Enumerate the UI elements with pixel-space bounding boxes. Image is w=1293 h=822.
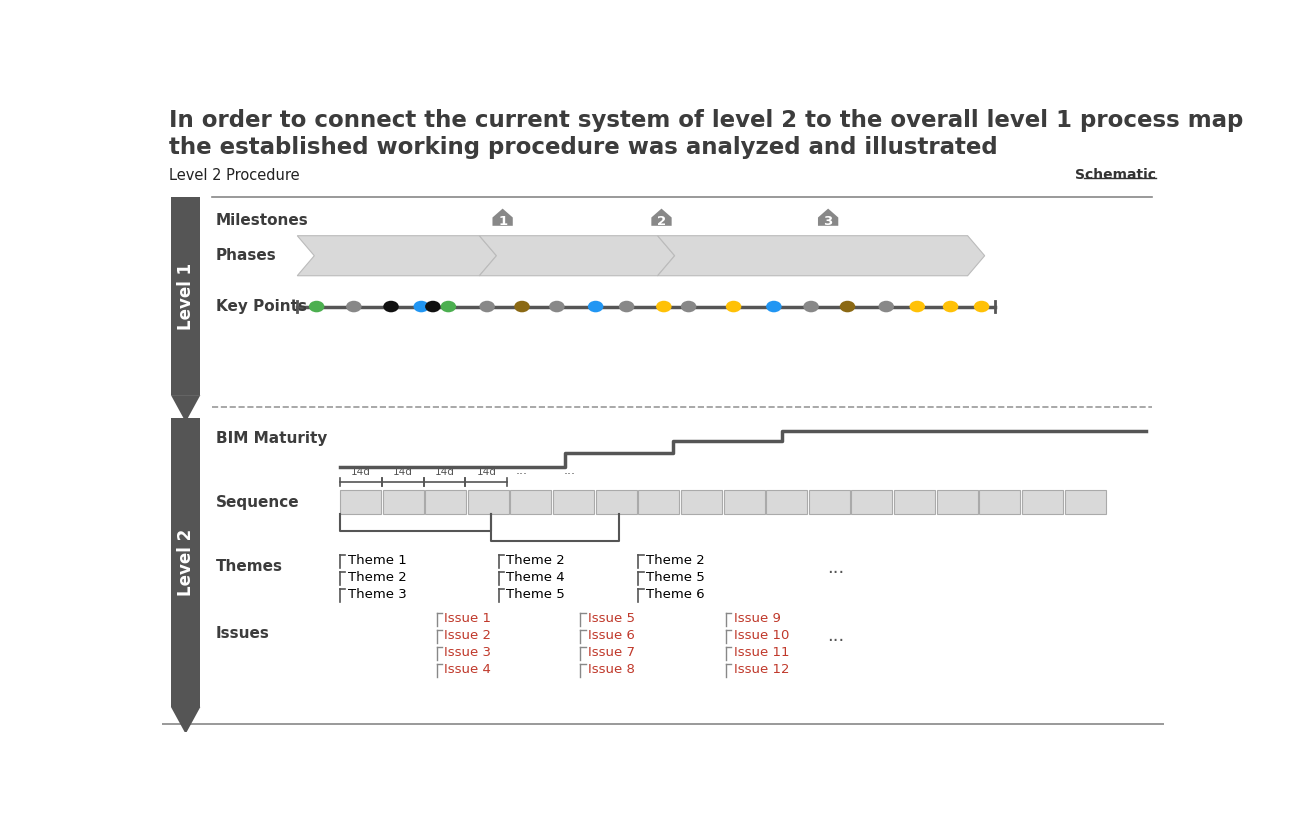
Text: Level 2: Level 2 xyxy=(177,529,195,596)
Text: Schematic: Schematic xyxy=(1074,168,1156,182)
Bar xyxy=(724,490,764,515)
Polygon shape xyxy=(817,207,839,227)
Polygon shape xyxy=(297,236,497,275)
Text: 14d: 14d xyxy=(350,467,371,477)
Text: Issue 10: Issue 10 xyxy=(733,629,789,642)
Ellipse shape xyxy=(309,301,325,312)
Bar xyxy=(681,490,721,515)
Text: the established working procedure was analyzed and illustrated: the established working procedure was an… xyxy=(169,136,998,159)
Text: ...: ... xyxy=(828,627,844,645)
Text: BIM Maturity: BIM Maturity xyxy=(216,432,327,446)
Text: 2: 2 xyxy=(657,215,666,229)
Ellipse shape xyxy=(839,301,855,312)
Bar xyxy=(171,197,200,395)
Ellipse shape xyxy=(414,301,429,312)
Bar xyxy=(511,490,551,515)
Bar xyxy=(1021,490,1063,515)
Text: 3: 3 xyxy=(824,215,833,229)
Bar xyxy=(553,490,593,515)
Text: 14d: 14d xyxy=(476,467,497,477)
Text: Issue 12: Issue 12 xyxy=(733,663,789,676)
Text: Issue 1: Issue 1 xyxy=(445,612,491,626)
Bar xyxy=(383,490,424,515)
Text: Key Points: Key Points xyxy=(216,299,306,314)
Text: Issues: Issues xyxy=(216,626,270,641)
Ellipse shape xyxy=(878,301,893,312)
Bar xyxy=(596,490,636,515)
Ellipse shape xyxy=(767,301,782,312)
Text: ...: ... xyxy=(564,464,575,477)
Ellipse shape xyxy=(383,301,398,312)
Ellipse shape xyxy=(681,301,697,312)
Ellipse shape xyxy=(656,301,671,312)
Text: ...: ... xyxy=(515,464,528,477)
Bar xyxy=(851,490,892,515)
Text: Level 1: Level 1 xyxy=(177,262,195,330)
Text: Sequence: Sequence xyxy=(216,495,300,510)
Bar xyxy=(767,490,807,515)
Text: Issue 9: Issue 9 xyxy=(733,612,781,626)
Text: Theme 5: Theme 5 xyxy=(646,571,705,584)
Polygon shape xyxy=(650,207,672,227)
Ellipse shape xyxy=(515,301,530,312)
Bar xyxy=(639,490,679,515)
Bar xyxy=(425,490,467,515)
Bar xyxy=(979,490,1020,515)
Ellipse shape xyxy=(550,301,565,312)
Polygon shape xyxy=(480,236,675,275)
Ellipse shape xyxy=(974,301,989,312)
Text: Milestones: Milestones xyxy=(216,213,309,228)
Ellipse shape xyxy=(803,301,818,312)
Ellipse shape xyxy=(347,301,362,312)
Ellipse shape xyxy=(943,301,958,312)
Text: Theme 1: Theme 1 xyxy=(348,555,406,567)
Polygon shape xyxy=(171,395,200,422)
Text: Issue 3: Issue 3 xyxy=(445,646,491,659)
Text: 14d: 14d xyxy=(434,467,454,477)
Text: Issue 7: Issue 7 xyxy=(588,646,635,659)
Ellipse shape xyxy=(588,301,604,312)
Text: Theme 3: Theme 3 xyxy=(348,589,406,602)
Polygon shape xyxy=(658,236,985,275)
Text: Theme 6: Theme 6 xyxy=(646,589,705,602)
Text: 1: 1 xyxy=(498,215,507,229)
Text: Issue 2: Issue 2 xyxy=(445,629,491,642)
Text: 14d: 14d xyxy=(393,467,412,477)
Polygon shape xyxy=(491,207,513,227)
Text: Issue 4: Issue 4 xyxy=(445,663,491,676)
Ellipse shape xyxy=(480,301,495,312)
Bar xyxy=(893,490,935,515)
Text: Issue 5: Issue 5 xyxy=(588,612,635,626)
Text: Theme 2: Theme 2 xyxy=(507,555,565,567)
Text: Theme 4: Theme 4 xyxy=(507,571,565,584)
Bar xyxy=(468,490,509,515)
Text: Theme 2: Theme 2 xyxy=(646,555,705,567)
Bar xyxy=(808,490,850,515)
Text: In order to connect the current system of level 2 to the overall level 1 process: In order to connect the current system o… xyxy=(169,109,1244,132)
Ellipse shape xyxy=(619,301,635,312)
Polygon shape xyxy=(171,707,200,734)
Text: Phases: Phases xyxy=(216,248,277,263)
Text: Issue 11: Issue 11 xyxy=(733,646,789,659)
Bar xyxy=(340,490,381,515)
Ellipse shape xyxy=(425,301,441,312)
Bar xyxy=(171,418,200,707)
Text: Theme 2: Theme 2 xyxy=(348,571,406,584)
Text: Themes: Themes xyxy=(216,559,283,575)
Text: ...: ... xyxy=(828,559,844,577)
Bar xyxy=(936,490,978,515)
Ellipse shape xyxy=(909,301,924,312)
Text: Theme 5: Theme 5 xyxy=(507,589,565,602)
Text: Level 2 Procedure: Level 2 Procedure xyxy=(169,168,300,183)
Ellipse shape xyxy=(441,301,456,312)
Text: Issue 8: Issue 8 xyxy=(588,663,635,676)
Text: Issue 6: Issue 6 xyxy=(588,629,635,642)
Ellipse shape xyxy=(725,301,741,312)
Bar xyxy=(1064,490,1106,515)
